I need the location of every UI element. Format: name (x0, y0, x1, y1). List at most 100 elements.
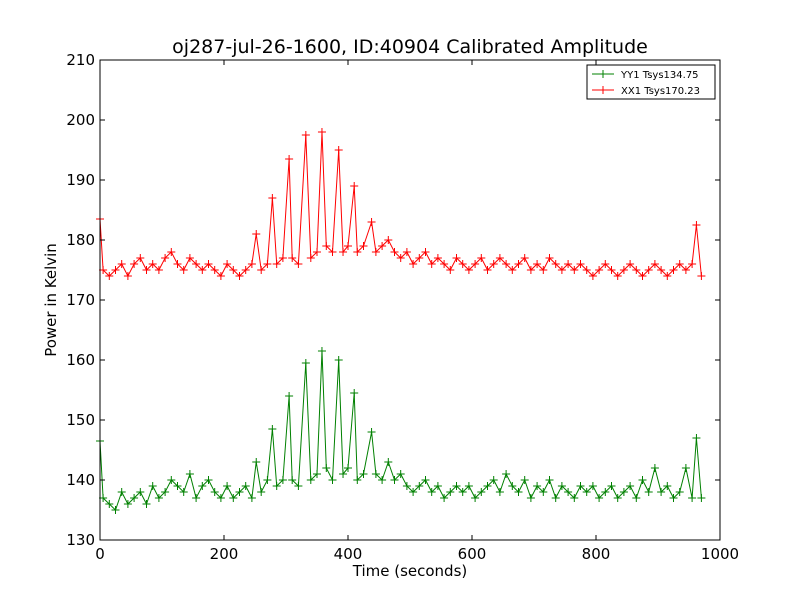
data-point (657, 266, 666, 274)
data-point (626, 482, 635, 490)
data-point (526, 494, 535, 502)
data-point (564, 488, 573, 496)
data-point (285, 392, 294, 400)
data-point (663, 482, 672, 490)
data-point (551, 260, 560, 268)
data-point (601, 488, 610, 496)
data-point (148, 260, 157, 268)
series-0 (96, 347, 706, 514)
data-point (359, 242, 368, 250)
data-point (650, 260, 659, 268)
data-point (692, 434, 701, 442)
data-point (464, 482, 473, 490)
data-point (483, 482, 492, 490)
data-point (288, 254, 297, 262)
data-point (161, 488, 170, 496)
data-point (595, 494, 604, 502)
data-point (657, 488, 666, 496)
data-point (216, 494, 225, 502)
legend-box (586, 64, 716, 100)
data-point (576, 260, 585, 268)
data-point (458, 260, 467, 268)
data-point (142, 266, 151, 274)
y-tick-label: 160 (66, 351, 95, 369)
data-point (409, 260, 418, 268)
data-point (421, 248, 430, 256)
x-tick-label: 600 (458, 545, 487, 563)
data-point (322, 242, 331, 250)
series-1 (96, 128, 706, 280)
data-point (539, 488, 548, 496)
data-point (601, 260, 610, 268)
data-point (334, 146, 343, 154)
data-point (458, 488, 467, 496)
data-point (692, 221, 701, 229)
data-point (241, 482, 250, 490)
data-point (173, 260, 182, 268)
data-point (502, 260, 511, 268)
legend-marker (599, 70, 607, 78)
data-point (409, 488, 418, 496)
data-point (179, 266, 188, 274)
data-point (210, 488, 219, 496)
data-point (570, 266, 579, 274)
data-point (440, 494, 449, 502)
data-point (359, 470, 368, 478)
data-point (198, 266, 207, 274)
data-point (294, 482, 303, 490)
x-axis-label: Time (seconds) (352, 562, 468, 580)
data-point (198, 482, 207, 490)
data-point (179, 488, 188, 496)
data-point (167, 248, 176, 256)
y-tick-label: 180 (66, 231, 95, 249)
data-point (427, 488, 436, 496)
data-point (396, 470, 405, 478)
data-point (595, 266, 604, 274)
data-point (613, 494, 622, 502)
data-point (371, 248, 380, 256)
data-point (446, 488, 455, 496)
data-point (294, 260, 303, 268)
data-point (229, 494, 238, 502)
data-point (520, 254, 529, 262)
data-point (252, 230, 261, 238)
data-point (344, 242, 352, 250)
data-point (619, 488, 628, 496)
data-point (111, 266, 120, 274)
data-point (105, 272, 114, 280)
data-point (322, 464, 331, 472)
data-point (433, 254, 442, 262)
data-point (415, 482, 424, 490)
data-point (252, 458, 261, 466)
data-point (421, 476, 430, 484)
data-point (396, 254, 405, 262)
x-tick-label: 0 (95, 545, 105, 563)
data-point (223, 260, 232, 268)
data-point (117, 488, 126, 496)
y-tick-label: 200 (66, 111, 95, 129)
data-point (367, 218, 376, 226)
data-point (545, 476, 554, 484)
data-point (301, 359, 310, 367)
data-point (427, 260, 436, 268)
data-point (446, 266, 455, 274)
data-point (210, 266, 219, 274)
data-point (154, 494, 163, 502)
data-point (223, 482, 232, 490)
data-point (502, 470, 511, 478)
data-point (257, 266, 266, 274)
data-point (390, 248, 399, 256)
data-point (452, 482, 461, 490)
data-point (495, 488, 504, 496)
series-line (99, 131, 702, 278)
data-point (390, 476, 399, 484)
data-point (638, 272, 647, 280)
x-tick-label: 200 (210, 545, 239, 563)
data-point (526, 266, 535, 274)
data-point (588, 482, 597, 490)
legend-label: YY1 Tsys134.75 (620, 70, 699, 81)
data-point (161, 254, 170, 262)
y-tick-label: 140 (66, 471, 95, 489)
data-point (350, 389, 359, 397)
y-tick-label: 190 (66, 171, 95, 189)
